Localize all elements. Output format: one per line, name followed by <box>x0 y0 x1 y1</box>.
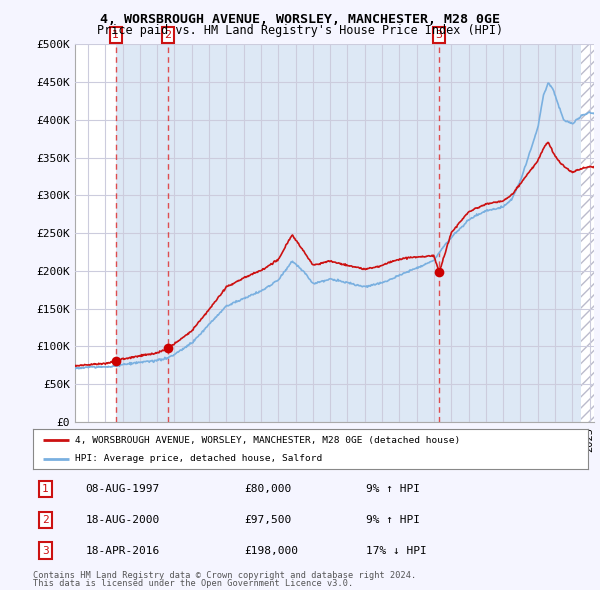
Text: 4, WORSBROUGH AVENUE, WORSLEY, MANCHESTER, M28 0GE (detached house): 4, WORSBROUGH AVENUE, WORSLEY, MANCHESTE… <box>74 435 460 445</box>
Bar <box>439 44 581 422</box>
Bar <box>439 44 581 422</box>
Text: 2: 2 <box>164 30 172 40</box>
Text: £97,500: £97,500 <box>244 515 291 525</box>
Text: 3: 3 <box>42 546 49 556</box>
Text: 9% ↑ HPI: 9% ↑ HPI <box>366 515 420 525</box>
Text: This data is licensed under the Open Government Licence v3.0.: This data is licensed under the Open Gov… <box>33 579 353 588</box>
Text: £80,000: £80,000 <box>244 484 291 494</box>
Text: 4, WORSBROUGH AVENUE, WORSLEY, MANCHESTER, M28 0GE: 4, WORSBROUGH AVENUE, WORSLEY, MANCHESTE… <box>100 13 500 26</box>
Text: £198,000: £198,000 <box>244 546 298 556</box>
Text: 18-APR-2016: 18-APR-2016 <box>86 546 160 556</box>
Text: 1: 1 <box>112 30 119 40</box>
Bar <box>116 44 168 422</box>
Text: 3: 3 <box>436 30 443 40</box>
Text: 9% ↑ HPI: 9% ↑ HPI <box>366 484 420 494</box>
Text: 1: 1 <box>42 484 49 494</box>
Bar <box>168 44 439 422</box>
Text: Contains HM Land Registry data © Crown copyright and database right 2024.: Contains HM Land Registry data © Crown c… <box>33 571 416 579</box>
Text: HPI: Average price, detached house, Salford: HPI: Average price, detached house, Salf… <box>74 454 322 463</box>
Text: Price paid vs. HM Land Registry's House Price Index (HPI): Price paid vs. HM Land Registry's House … <box>97 24 503 37</box>
Text: 08-AUG-1997: 08-AUG-1997 <box>86 484 160 494</box>
Text: 2: 2 <box>42 515 49 525</box>
Text: 18-AUG-2000: 18-AUG-2000 <box>86 515 160 525</box>
Text: 17% ↓ HPI: 17% ↓ HPI <box>366 546 427 556</box>
